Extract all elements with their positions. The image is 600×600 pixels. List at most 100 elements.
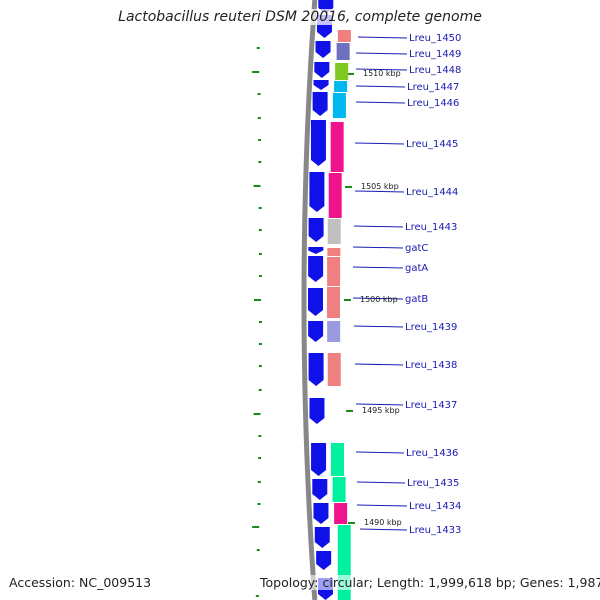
gene-label: gatA: [405, 263, 428, 274]
genome-backbone: [301, 0, 318, 600]
topology-label: Topology: circular; Length: 1,999,618 bp…: [260, 575, 600, 590]
cds-arrow: [308, 321, 324, 342]
gene-label: Lreu_1445: [406, 139, 458, 150]
gc-tick-mark-major: [252, 71, 260, 73]
cds-arrow: [312, 92, 328, 116]
cds-arrow: [309, 398, 325, 424]
cds-arrow: [308, 353, 324, 386]
gc-tick-mark: [257, 93, 261, 95]
gene-label: Lreu_1450: [409, 33, 461, 44]
gc-tick-mark: [256, 549, 260, 551]
cog-category-box: [327, 257, 341, 286]
gene-leader-line: [354, 190, 405, 193]
gene-label: Lreu_1446: [407, 98, 459, 109]
cds-arrow: [308, 218, 324, 242]
genome-title: Lactobacillus reuteri DSM 20016, complet…: [0, 9, 600, 25]
gene-leader-line: [355, 85, 406, 88]
kbp-tick-mark: [344, 299, 351, 301]
gc-tick-mark: [258, 229, 262, 231]
gc-tick-mark: [258, 365, 262, 367]
gc-tick-mark-major: [253, 413, 261, 415]
gene-leader-line: [352, 266, 404, 269]
cds-arrow: [308, 288, 324, 316]
gene-leader-line: [354, 363, 404, 366]
gc-tick-mark: [257, 503, 261, 505]
cog-category-box: [330, 122, 344, 172]
gc-tick-mark: [258, 389, 262, 391]
cds-arrow: [311, 443, 327, 476]
kbp-position-label: 1510 kbp: [363, 69, 401, 78]
kbp-position-label: 1500 kbp: [360, 295, 398, 304]
gene-leader-line: [353, 225, 404, 228]
gene-leader-line: [353, 325, 404, 328]
gene-label: Lreu_1448: [409, 65, 461, 76]
gc-tick-mark-major: [252, 526, 260, 528]
gene-label: Lreu_1444: [406, 187, 458, 198]
gene-label: Lreu_1434: [409, 501, 461, 512]
gc-tick-mark: [257, 117, 261, 119]
gc-tick-mark: [256, 47, 260, 49]
gc-tick-mark: [258, 457, 262, 459]
gene-leader-line: [354, 142, 405, 145]
cds-arrow: [310, 120, 326, 166]
cds-arrow: [315, 41, 331, 58]
gene-leader-line: [359, 528, 408, 531]
cds-arrow: [313, 503, 329, 524]
accession-label: Accession: NC_009513: [9, 575, 152, 590]
gene-label: Lreu_1439: [405, 322, 457, 333]
cog-category-box: [334, 503, 348, 524]
gene-label: Lreu_1447: [407, 82, 459, 93]
gc-tick-mark: [258, 321, 262, 323]
cds-arrow: [312, 479, 328, 500]
kbp-position-label: 1490 kbp: [364, 518, 402, 527]
gene-leader-line: [355, 68, 408, 71]
gene-label: Lreu_1438: [405, 360, 457, 371]
cds-arrow: [314, 62, 330, 78]
cog-category-box: [327, 219, 341, 244]
gc-tick-mark: [258, 161, 262, 163]
gc-tick-mark: [258, 253, 262, 255]
gc-tick-mark: [255, 595, 259, 597]
cog-category-box: [334, 81, 348, 92]
gene-leader-line: [352, 246, 404, 249]
gene-label: gatC: [405, 243, 428, 254]
gc-tick-mark: [258, 275, 262, 277]
gene-label: Lreu_1443: [405, 222, 457, 233]
cds-arrow: [316, 551, 332, 570]
cds-arrow: [314, 527, 330, 548]
gene-leader-line: [357, 36, 408, 39]
cds-arrow: [309, 172, 325, 212]
gc-tick-mark: [258, 343, 262, 345]
kbp-position-label: 1505 kbp: [361, 182, 399, 191]
kbp-tick-mark: [346, 410, 353, 412]
cds-arrow: [308, 247, 324, 254]
gene-label: Lreu_1449: [409, 49, 461, 60]
cog-category-box: [337, 30, 351, 42]
gc-tick-mark-major: [253, 185, 261, 187]
gene-leader-line: [356, 504, 408, 507]
gc-tick-mark: [258, 435, 262, 437]
gene-leader-line: [352, 297, 404, 300]
kbp-tick-mark: [347, 73, 354, 75]
gene-leader-line: [355, 451, 405, 454]
gc-tick-mark: [257, 481, 261, 483]
gc-tick-mark: [258, 139, 262, 141]
kbp-position-label: 1495 kbp: [362, 406, 400, 415]
cds-arrow: [308, 256, 324, 282]
gene-label: Lreu_1436: [406, 448, 458, 459]
gc-tick-mark: [258, 207, 262, 209]
cog-category-box: [327, 248, 341, 256]
gene-leader-line: [356, 481, 406, 484]
cog-category-box: [327, 287, 341, 318]
cds-arrow: [313, 80, 329, 90]
kbp-tick-mark: [348, 522, 355, 524]
gene-leader-line: [355, 403, 404, 406]
gene-leader-line: [355, 52, 408, 55]
cog-category-box: [332, 477, 346, 502]
kbp-tick-mark: [345, 186, 352, 188]
gene-label: Lreu_1435: [407, 478, 459, 489]
cog-category-box: [335, 63, 349, 80]
gene-leader-line: [355, 101, 406, 104]
